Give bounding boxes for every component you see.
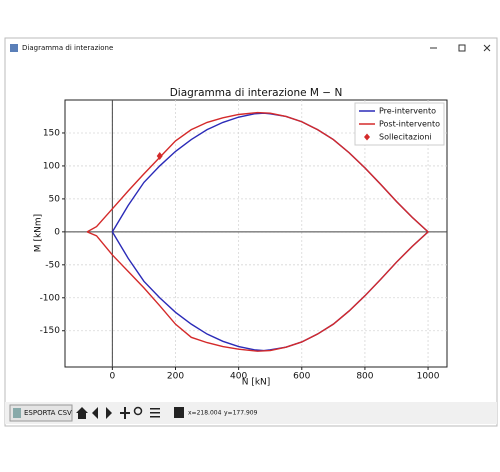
y-axis-label: M [kNm]	[34, 214, 44, 252]
config-tool[interactable]	[150, 408, 160, 418]
back-tool[interactable]	[92, 407, 98, 419]
pan-tool[interactable]	[120, 407, 130, 419]
window-title: Diagramma di interazione	[22, 44, 113, 52]
coords-x: x=218.004	[188, 410, 222, 417]
y-tick-label: -150	[40, 326, 61, 336]
chart-title: Diagramma di interazione M − N	[170, 87, 343, 99]
legend-label: Sollecitazioni	[379, 133, 432, 142]
legend-label: Post-intervento	[379, 120, 440, 129]
window-icon	[10, 44, 18, 52]
x-tick-label: 400	[230, 372, 247, 382]
y-tick-label: 150	[43, 128, 60, 138]
data-point	[156, 152, 163, 161]
x-tick-label: 600	[293, 372, 310, 382]
export-label: ESPORTA CSV	[24, 409, 72, 417]
export-icon	[13, 408, 21, 418]
save-tool[interactable]	[174, 407, 184, 418]
x-axis-label: N [kN]	[242, 378, 271, 388]
x-tick-label: 800	[356, 372, 373, 382]
home-tool[interactable]	[76, 407, 88, 419]
close[interactable]	[483, 44, 491, 52]
legend-marker	[364, 133, 370, 141]
y-tick-label: 100	[43, 161, 60, 171]
x-tick-label: 0	[109, 372, 115, 382]
maximize[interactable]	[458, 44, 466, 52]
toolbar	[5, 402, 497, 424]
series-line	[86, 111, 430, 352]
y-tick-label: -100	[40, 293, 61, 303]
y-tick-label: -50	[45, 260, 60, 270]
x-tick-label: 200	[167, 372, 184, 382]
legend-label: Pre-intervento	[379, 107, 436, 116]
y-tick-label: 0	[54, 227, 60, 237]
x-tick-label: 1000	[417, 372, 440, 382]
y-tick-label: 50	[49, 194, 61, 204]
export-button[interactable]	[9, 404, 73, 422]
coords-y: y=177.909	[224, 410, 258, 417]
forward-tool[interactable]	[106, 407, 112, 419]
zoom-tool[interactable]	[133, 406, 143, 416]
